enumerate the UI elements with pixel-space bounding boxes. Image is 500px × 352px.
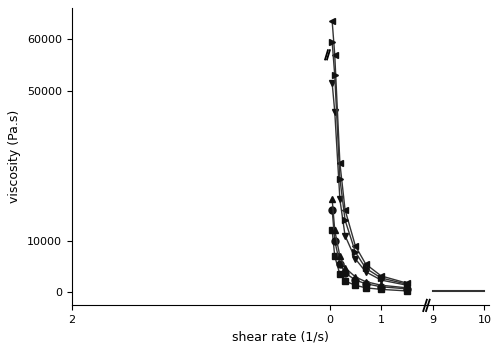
X-axis label: shear rate (1/s): shear rate (1/s) <box>232 331 328 344</box>
Y-axis label: viscosity (Pa.s): viscosity (Pa.s) <box>8 110 22 203</box>
